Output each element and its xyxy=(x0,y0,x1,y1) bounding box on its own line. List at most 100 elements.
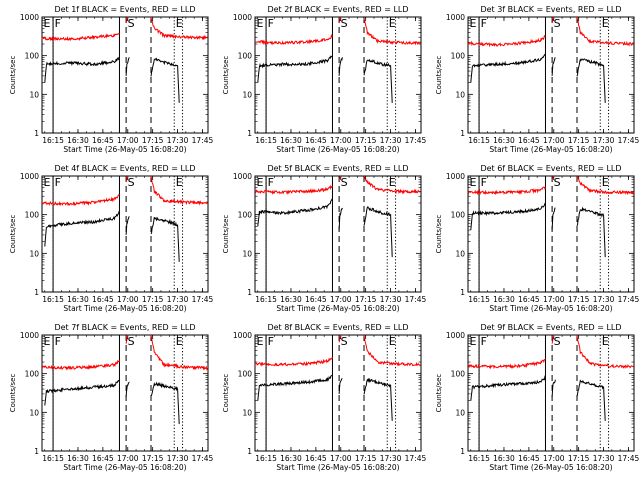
series-lld-line xyxy=(576,335,634,370)
series-lld-line xyxy=(254,184,333,196)
x-tick-label: 16:15 xyxy=(255,295,277,304)
x-tick-label: 17:00 xyxy=(330,295,352,304)
marker-label: S xyxy=(554,335,561,348)
marker-label: E xyxy=(44,176,51,189)
series-events-line xyxy=(576,379,606,421)
series-lld-line xyxy=(125,175,129,183)
series-events-line xyxy=(470,375,546,401)
y-tick-label: 10 xyxy=(242,90,252,99)
y-tick-label: 100 xyxy=(451,52,466,61)
x-tick-label: 17:45 xyxy=(618,136,640,145)
marker-label: E xyxy=(257,176,264,189)
marker-label: E xyxy=(257,17,264,30)
x-axis-label: Start Time (26-May-05 16:08:20) xyxy=(276,463,399,472)
x-tick-label: 17:15 xyxy=(568,295,590,304)
marker-label: E xyxy=(389,176,396,189)
y-tick-label: 1000 xyxy=(20,13,39,22)
marker-label: E xyxy=(257,335,264,348)
x-tick-label: 17:45 xyxy=(192,295,214,304)
series-events-line xyxy=(338,57,343,76)
x-axis-label: Start Time (26-May-05 16:08:20) xyxy=(63,304,186,313)
x-axis-label: Start Time (26-May-05 16:08:20) xyxy=(63,463,186,472)
y-tick-label: 100 xyxy=(238,52,253,61)
series-events-line xyxy=(150,381,180,425)
y-tick-label: 10 xyxy=(455,249,465,258)
x-tick-label: 16:15 xyxy=(42,136,64,145)
x-tick-label: 17:15 xyxy=(568,454,590,463)
panel-det-3: Det 3f BLACK = Events, RED = LLD 1 10 100 10… xyxy=(435,5,639,154)
marker-label: S xyxy=(128,17,135,30)
y-tick-label: 10 xyxy=(242,249,252,258)
panel-title: Det 7f BLACK = Events, RED = LLD xyxy=(54,323,195,332)
y-tick-label: 100 xyxy=(451,211,466,220)
x-tick-label: 17:00 xyxy=(543,295,565,304)
series-lld-line xyxy=(364,176,421,195)
panel-det-6: Det 6f BLACK = Events, RED = LLD 1 10 100 10… xyxy=(435,164,639,313)
x-tick-label: 17:15 xyxy=(355,295,377,304)
x-tick-label: 16:45 xyxy=(92,136,114,145)
x-tick-label: 16:30 xyxy=(493,136,515,145)
y-tick-label: 1 xyxy=(34,288,39,297)
x-tick-label: 16:45 xyxy=(305,295,327,304)
x-tick-label: 16:15 xyxy=(255,136,277,145)
series-events-line xyxy=(338,378,343,394)
marker-label: F xyxy=(481,335,487,348)
marker-label: S xyxy=(554,17,561,30)
panel-det-7: Det 7f BLACK = Events, RED = LLD 1 10 100 10… xyxy=(9,323,213,472)
marker-label: F xyxy=(481,17,487,30)
x-tick-label: 17:45 xyxy=(192,136,214,145)
series-events-line xyxy=(576,206,606,258)
y-axis-label: Counts/sec xyxy=(435,56,443,95)
series-lld-line xyxy=(551,334,555,344)
series-events-line xyxy=(551,207,556,231)
series-lld-line xyxy=(576,16,634,47)
x-tick-label: 17:15 xyxy=(142,136,164,145)
x-tick-label: 17:30 xyxy=(380,136,402,145)
panel-det-1: Det 1f BLACK = Events, RED = LLD 1 10 100 10… xyxy=(9,5,213,154)
series-lld-line xyxy=(551,16,555,24)
x-tick-label: 17:30 xyxy=(593,454,615,463)
panel-title: Det 2f BLACK = Events, RED = LLD xyxy=(267,5,408,14)
x-tick-label: 16:15 xyxy=(42,295,64,304)
x-tick-label: 17:15 xyxy=(355,136,377,145)
x-axis-label: Start Time (26-May-05 16:08:20) xyxy=(63,145,186,154)
series-lld-line xyxy=(150,175,208,206)
series-events-line xyxy=(125,381,130,397)
x-tick-label: 16:45 xyxy=(305,454,327,463)
x-tick-label: 17:30 xyxy=(593,295,615,304)
x-tick-label: 16:45 xyxy=(518,295,540,304)
series-events-line xyxy=(44,379,120,406)
panel-det-4: Det 4f BLACK = Events, RED = LLD 1 10 100 10… xyxy=(9,164,213,313)
marker-label: E xyxy=(602,335,609,348)
marker-label: E xyxy=(176,17,183,30)
x-tick-label: 17:00 xyxy=(330,136,352,145)
marker-label: E xyxy=(470,176,477,189)
x-tick-label: 17:15 xyxy=(568,136,590,145)
series-events-line xyxy=(257,198,333,227)
y-tick-label: 1000 xyxy=(233,172,252,181)
y-axis-label: Counts/sec xyxy=(222,215,230,254)
x-tick-label: 16:45 xyxy=(92,454,114,463)
x-tick-label: 17:30 xyxy=(167,454,189,463)
y-tick-label: 1000 xyxy=(233,331,252,340)
series-events-line xyxy=(363,58,393,103)
marker-label: S xyxy=(554,176,561,189)
series-lld-line xyxy=(467,34,546,48)
x-tick-label: 16:30 xyxy=(280,454,302,463)
x-tick-label: 16:30 xyxy=(493,454,515,463)
x-tick-label: 16:45 xyxy=(518,136,540,145)
panel-title: Det 5f BLACK = Events, RED = LLD xyxy=(267,164,408,173)
marker-label: F xyxy=(268,335,274,348)
x-tick-label: 16:15 xyxy=(42,454,64,463)
marker-label: F xyxy=(55,17,61,30)
y-tick-label: 1 xyxy=(34,447,39,456)
series-events-line xyxy=(257,374,333,401)
x-tick-label: 17:00 xyxy=(543,136,565,145)
x-tick-label: 16:15 xyxy=(468,136,490,145)
y-tick-label: 10 xyxy=(455,90,465,99)
plot-frame xyxy=(467,334,635,452)
series-events-line xyxy=(44,56,120,83)
y-tick-label: 10 xyxy=(29,408,39,417)
marker-label: E xyxy=(470,17,477,30)
